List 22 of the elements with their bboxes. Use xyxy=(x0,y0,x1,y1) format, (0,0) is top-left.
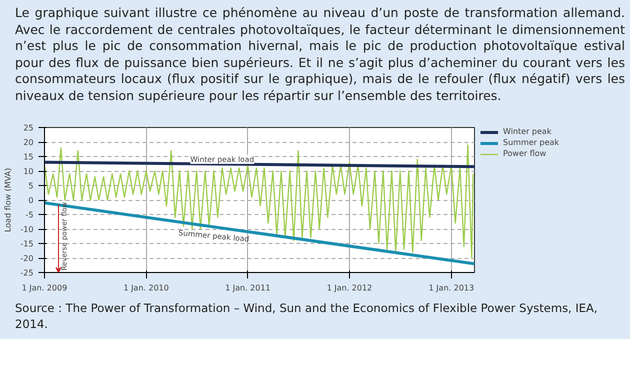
y-axis-title: Load flow (MVA) xyxy=(3,168,12,232)
x-tick-label: 1 Jan. 2009 xyxy=(22,284,68,292)
y-tick-label: 15 xyxy=(23,152,34,162)
legend-label: Winter peak xyxy=(503,127,552,136)
y-tick-label: -15 xyxy=(20,240,34,248)
x-tick-label: 1 Jan. 2012 xyxy=(326,284,372,292)
y-tick-label: -25 xyxy=(20,268,34,278)
y-tick-label: 25 xyxy=(23,124,34,132)
x-tick-label: 1 Jan. 2011 xyxy=(225,284,271,292)
y-tick-label: 0 xyxy=(28,196,34,205)
chart-subtitle: Le graphique suivant illustre ce phénomène au niveau d’un poste de transformation allemand. Avec le raccordement de centrales photovoltaïques, le facteur déterminant le dimensionnement n’est plus le pic de consommation hivernal, mais le pic de production photovoltaïque estival pour des flux de puissance bien supérieurs. Et il ne s’agit plus d’acheminer du courant vers les consommateurs locaux (flux positif sur le graphique), mais de le refouler (flux négatif) vers les niveaux de tension supérieure pour les répartir sur l’ensemble des territoires. xyxy=(15,5,625,104)
y-tick-label: 20 xyxy=(23,138,34,147)
y-tick-label: -20 xyxy=(20,254,34,263)
x-tick-label: 1 Jan. 2013 xyxy=(428,284,474,292)
y-tick-label: -10 xyxy=(20,225,34,234)
y-tick-label: 5 xyxy=(28,182,34,190)
legend-label: Summer peak xyxy=(503,138,560,147)
source-note: Source : The Power of Transformation – Wind, Sun and the Economics of Flexible Power Systems, IEA, 2014. xyxy=(15,300,599,333)
legend-label: Power flow xyxy=(503,149,546,158)
y-tick-label: 10 xyxy=(23,167,34,176)
x-tick-label: 1 Jan. 2010 xyxy=(123,284,169,292)
y-tick-label: -5 xyxy=(26,210,34,220)
